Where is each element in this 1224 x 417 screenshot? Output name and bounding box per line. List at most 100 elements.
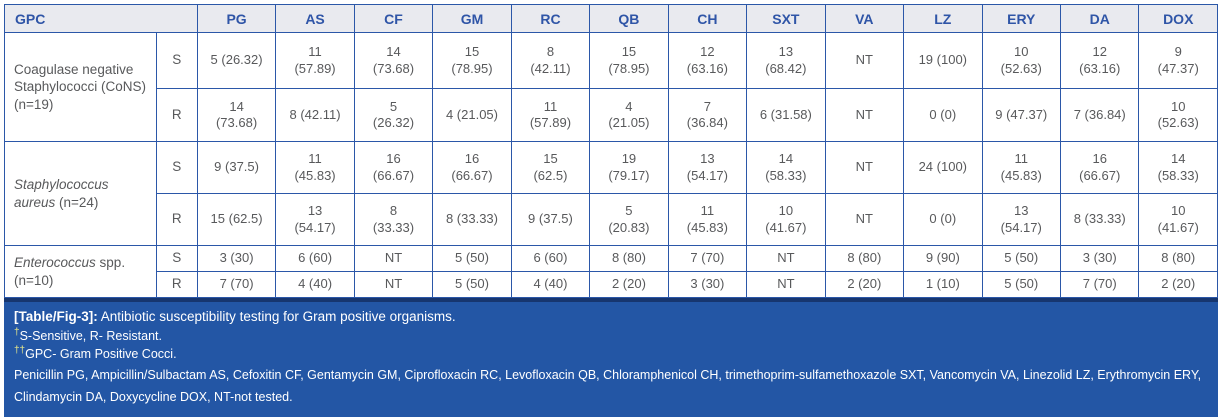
value-cell: 14 (73.68) (196, 88, 277, 142)
cons-resistant-row: R 14 (73.68) 8 (42.11) 5 (26.32) 4 (21.0… (5, 88, 1218, 142)
value-cell: 19 (100) (903, 32, 983, 89)
value-cell: 13 (54.17) (667, 141, 748, 194)
column-header-as: AS (275, 4, 355, 33)
value-cell: 7 (70) (1059, 271, 1140, 298)
value-cell: 7 (36.84) (667, 88, 748, 142)
column-header-va: VA (824, 4, 905, 33)
value-cell: 8 (42.11) (510, 32, 591, 89)
value-cell: 12 (63.16) (1059, 32, 1140, 89)
value-cell: 0 (0) (903, 88, 983, 142)
value-cell: NT (824, 32, 905, 89)
column-header-pg: PG (196, 4, 277, 33)
value-cell: 9 (37.5) (196, 141, 277, 194)
value-cell: 8 (42.11) (275, 88, 355, 142)
value-cell: 4 (40) (510, 271, 591, 298)
value-cell: 8 (33.33) (353, 193, 434, 246)
value-cell: 11 (45.83) (667, 193, 748, 246)
value-cell: 13 (68.42) (746, 32, 826, 89)
value-cell: 9 (37.5) (510, 193, 591, 246)
value-cell: NT (353, 245, 434, 272)
value-cell: 19 (79.17) (589, 141, 669, 194)
value-cell: 8 (80) (589, 245, 669, 272)
column-header-qb: QB (589, 4, 669, 33)
organism-name-regular: (n=24) (55, 194, 99, 210)
figure-page: GPC PG AS CF GM RC QB CH SXT VA LZ ERY D… (4, 4, 1218, 417)
sr-label: S (155, 32, 198, 89)
value-cell: 15 (78.95) (589, 32, 669, 89)
caption-title: [Table/Fig-3]: Antibiotic susceptibility… (14, 307, 1208, 327)
organism-name-regular: Coagulase negative Staphylococci (CoNS) … (14, 61, 147, 112)
value-cell: 11 (45.83) (981, 141, 1062, 194)
value-cell: 5 (50) (432, 271, 512, 298)
value-cell: 7 (70) (667, 245, 748, 272)
value-cell: 9 (47.37) (1138, 32, 1218, 89)
organism-name-saureus: Staphylococcus aureus (n=24) (4, 141, 157, 246)
column-header-cf: CF (353, 4, 434, 33)
value-cell: 10 (41.67) (1138, 193, 1218, 246)
dagger-icon: † (14, 326, 20, 338)
organism-name-cons: Coagulase negative Staphylococci (CoNS) … (4, 32, 157, 142)
value-cell: 15 (62.5) (196, 193, 277, 246)
header-row: GPC PG AS CF GM RC QB CH SXT VA LZ ERY D… (4, 4, 1218, 33)
value-cell: NT (824, 193, 905, 246)
column-header-lz: LZ (903, 4, 983, 33)
value-cell: 4 (21.05) (432, 88, 512, 142)
value-cell: 13 (54.17) (275, 193, 355, 246)
caption-title-text: Antibiotic susceptibility testing for Gr… (97, 309, 456, 324)
double-dagger-icon: †† (14, 344, 26, 356)
value-cell: 15 (78.95) (432, 32, 512, 89)
organism-name-enterococcus: Enterococcus spp. (n=10) (4, 245, 157, 298)
value-cell: 14 (58.33) (746, 141, 826, 194)
footnote-2-text: GPC- Gram Positive Cocci. (25, 346, 177, 361)
column-header-gm: GM (432, 4, 512, 33)
column-header-sxt: SXT (746, 4, 826, 33)
value-cell: 16 (66.67) (353, 141, 434, 194)
value-cell: 12 (63.16) (667, 32, 748, 89)
sr-label: S (155, 141, 198, 194)
sr-label: R (155, 193, 198, 246)
value-cell: 3 (30) (667, 271, 748, 298)
column-header-dox: DOX (1138, 4, 1218, 33)
value-cell: 8 (33.33) (1059, 193, 1140, 246)
value-cell: 8 (80) (1138, 245, 1218, 272)
value-cell: 10 (52.63) (1138, 88, 1218, 142)
value-cell: 14 (73.68) (353, 32, 434, 89)
enterococcus-sensitive-row: Enterococcus spp. (n=10) S 3 (30) 6 (60)… (4, 245, 1218, 298)
caption-label: [Table/Fig-3]: (14, 309, 98, 324)
susceptibility-table: GPC PG AS CF GM RC QB CH SXT VA LZ ERY D… (4, 4, 1218, 298)
value-cell: 16 (66.67) (432, 141, 512, 194)
value-cell: 6 (60) (275, 245, 355, 272)
value-cell: 11 (45.83) (275, 141, 355, 194)
value-cell: 9 (90) (903, 245, 983, 272)
sr-label: S (155, 245, 198, 272)
value-cell: 24 (100) (903, 141, 983, 194)
value-cell: 3 (30) (1059, 245, 1140, 272)
organism-name-italic: Enterococcus (14, 254, 96, 270)
value-cell: 7 (70) (196, 271, 277, 298)
value-cell: NT (353, 271, 434, 298)
value-cell: 8 (33.33) (432, 193, 512, 246)
column-header-da: DA (1059, 4, 1140, 33)
column-header-rc: RC (510, 4, 591, 33)
value-cell: 5 (50) (981, 271, 1062, 298)
caption-footnote-1: †S-Sensitive, R- Resistant. (14, 327, 1208, 345)
saureus-resistant-row: R 15 (62.5) 13 (54.17) 8 (33.33) 8 (33.3… (5, 193, 1218, 246)
value-cell: NT (824, 141, 905, 194)
value-cell: 2 (20) (589, 271, 669, 298)
value-cell: 2 (20) (1138, 271, 1218, 298)
value-cell: 14 (58.33) (1138, 141, 1218, 194)
sr-label: R (155, 271, 198, 298)
value-cell: 16 (66.67) (1059, 141, 1140, 194)
value-cell: 0 (0) (903, 193, 983, 246)
sr-label: R (155, 88, 198, 142)
column-header-ery: ERY (981, 4, 1062, 33)
value-cell: 8 (80) (824, 245, 905, 272)
value-cell: 5 (26.32) (196, 32, 277, 89)
cons-sensitive-row: Coagulase negative Staphylococci (CoNS) … (4, 32, 1218, 142)
value-cell: 11 (57.89) (275, 32, 355, 89)
value-cell: 5 (50) (432, 245, 512, 272)
column-header-ch: CH (667, 4, 748, 33)
value-cell: 13 (54.17) (981, 193, 1062, 246)
value-cell: 11 (57.89) (510, 88, 591, 142)
table-caption: [Table/Fig-3]: Antibiotic susceptibility… (4, 298, 1218, 417)
